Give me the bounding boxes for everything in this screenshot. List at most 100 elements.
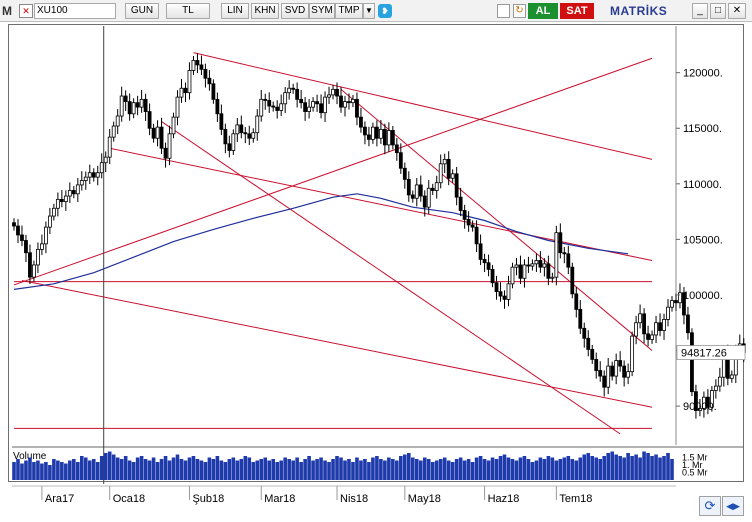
sym-button[interactable]: SYM <box>309 3 335 19</box>
sync-icon[interactable]: ⟳ <box>699 496 721 516</box>
bird-icon[interactable]: ❥ <box>378 4 392 18</box>
candle <box>195 53 200 74</box>
candle-body <box>705 396 710 408</box>
candle <box>709 386 714 412</box>
candle-body <box>442 158 447 165</box>
candle <box>36 242 40 274</box>
volume-bar <box>375 456 379 480</box>
period-button[interactable]: GUN <box>125 3 159 19</box>
candle <box>558 223 563 259</box>
volume-bar <box>287 459 291 480</box>
candle-body <box>67 190 72 197</box>
candle <box>542 258 547 277</box>
volume-bar <box>426 459 431 480</box>
document-icon[interactable] <box>497 4 510 18</box>
candle-body <box>327 94 331 98</box>
candle <box>291 83 296 94</box>
template-button[interactable]: TMP <box>335 3 363 19</box>
buy-button[interactable]: AL <box>528 3 558 19</box>
candle-body <box>20 234 24 241</box>
candle-body <box>542 263 547 268</box>
candle <box>578 300 583 334</box>
candle-body <box>343 101 347 108</box>
volume-bar <box>638 457 642 480</box>
symbol-input[interactable]: XU100 <box>34 3 116 19</box>
candle <box>147 103 152 136</box>
candle-body <box>702 396 706 409</box>
candle-body <box>662 319 666 331</box>
candle-body <box>259 98 264 117</box>
candle-body <box>239 124 244 134</box>
candle <box>630 331 635 377</box>
candle-body <box>95 172 100 178</box>
candle <box>594 352 599 379</box>
scroll-icon[interactable]: ◀▶ <box>722 496 744 516</box>
volume-bar <box>395 460 399 480</box>
candle-body <box>47 215 52 228</box>
minimize-button[interactable]: _ <box>692 3 708 19</box>
volume-bar <box>410 457 415 480</box>
currency-button[interactable]: TL <box>166 3 210 19</box>
candle <box>315 94 319 112</box>
candle-body <box>359 116 363 128</box>
candle <box>534 253 539 272</box>
linear-scale-button[interactable]: LIN <box>221 3 249 19</box>
volume-bar <box>594 457 599 480</box>
volume-bar <box>602 456 607 480</box>
maximize-button[interactable]: □ <box>710 3 726 19</box>
volume-bar <box>259 459 264 480</box>
svd-button[interactable]: SVD <box>281 3 309 19</box>
candle <box>510 262 515 289</box>
candle-body <box>187 70 192 94</box>
volume-bar <box>510 459 515 480</box>
candle <box>295 82 300 108</box>
volume-bar <box>60 462 64 480</box>
candle-body <box>119 95 124 117</box>
candle-body <box>155 126 160 139</box>
volume-bar <box>534 460 539 480</box>
volume-bar <box>598 459 603 480</box>
candle <box>566 245 571 275</box>
candle <box>171 112 176 139</box>
candle <box>470 220 475 232</box>
candle <box>59 190 64 208</box>
candle-body <box>622 365 627 378</box>
volume-bar <box>642 451 646 480</box>
candle-body <box>299 98 304 104</box>
volume-bar <box>574 460 579 480</box>
volume-tick-label: 0.5 Mr <box>682 468 708 478</box>
volume-bar <box>203 462 208 480</box>
candle <box>231 129 236 155</box>
volume-bar <box>91 459 96 480</box>
candle-body <box>371 126 375 140</box>
last-price-box <box>676 345 746 360</box>
volume-bar <box>115 457 120 480</box>
candle-body <box>474 226 479 245</box>
volume-bar <box>610 451 614 480</box>
volume-bar <box>179 459 184 480</box>
volume-bar <box>127 460 132 480</box>
trendline-3 <box>13 57 653 286</box>
close-window-button[interactable]: ✕ <box>728 3 746 19</box>
candle <box>303 97 308 121</box>
candle-body <box>143 98 148 112</box>
volume-bar <box>251 462 256 480</box>
candle <box>247 125 252 146</box>
volume-bar <box>470 462 475 480</box>
template-dropdown-icon[interactable]: ▼ <box>363 3 375 19</box>
sell-button[interactable]: SAT <box>560 3 594 19</box>
volume-bar <box>247 457 252 480</box>
volume-bar <box>562 457 567 480</box>
candle <box>717 367 722 392</box>
close-symbol-icon[interactable]: ✕ <box>19 4 33 18</box>
candle <box>283 87 288 114</box>
volume-bar <box>399 456 403 480</box>
volume-bar <box>323 460 327 480</box>
candle-body <box>490 268 495 284</box>
refresh-icon[interactable]: ↻ <box>513 4 526 18</box>
khn-button[interactable]: KHN <box>251 3 279 19</box>
candle <box>227 135 232 158</box>
candle-body <box>223 128 228 145</box>
candle <box>410 190 415 203</box>
